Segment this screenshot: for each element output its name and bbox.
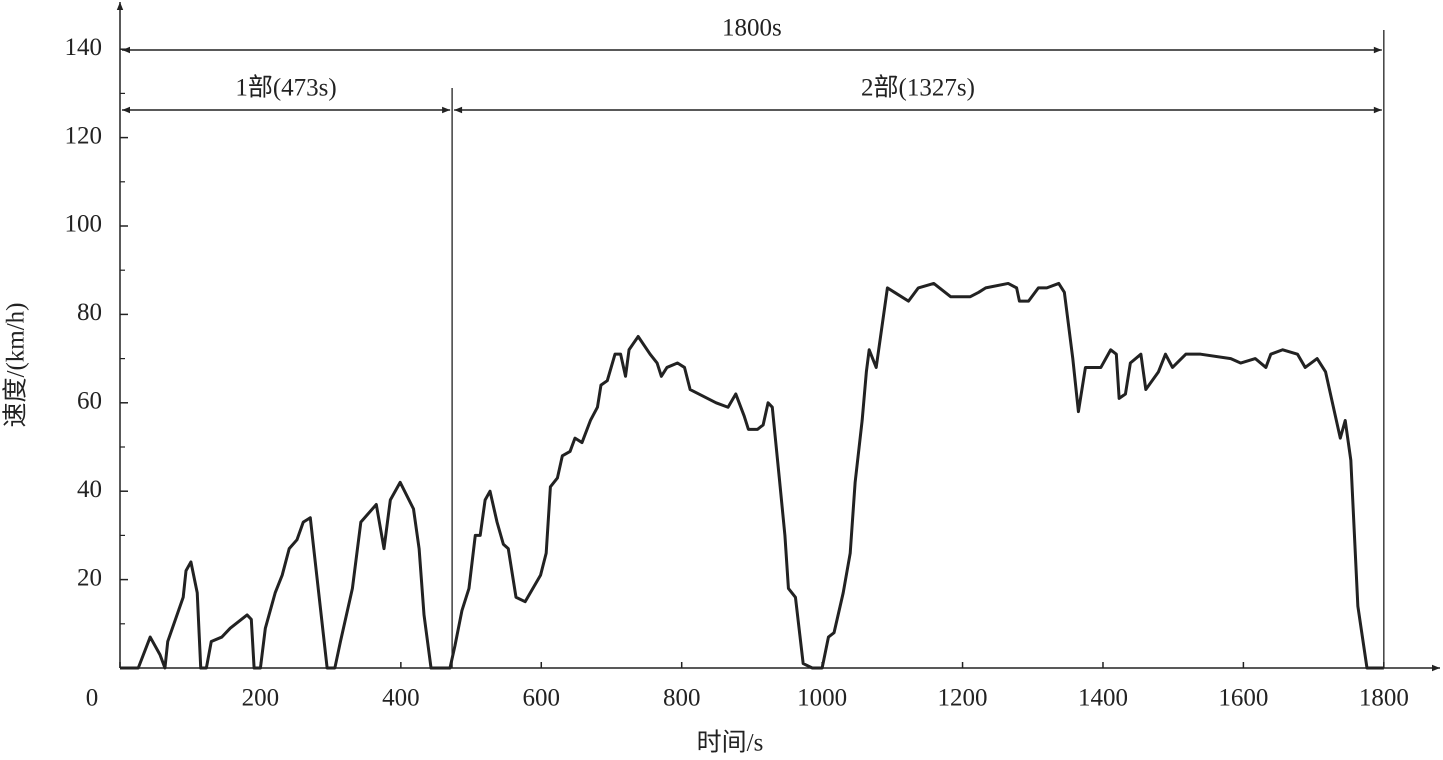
phase-span-label: 2部(1327s) bbox=[861, 74, 975, 102]
y-tick-label: 60 bbox=[77, 388, 102, 415]
y-tick-label: 20 bbox=[77, 564, 102, 591]
x-tick-label: 1400 bbox=[1078, 685, 1128, 712]
total-span-label: 1800s bbox=[722, 15, 782, 42]
speed-line bbox=[120, 281, 1384, 670]
phase-span-label: 1部(473s) bbox=[235, 74, 336, 102]
y-tick-label: 80 bbox=[77, 299, 102, 326]
y-tick-label: 40 bbox=[77, 476, 102, 503]
x-tick-label: 600 bbox=[523, 685, 561, 712]
x-tick-label: 200 bbox=[242, 685, 280, 712]
x-tick-label: 1000 bbox=[797, 685, 847, 712]
x-tick-label: 1600 bbox=[1218, 685, 1268, 712]
x-tick-label: 400 bbox=[382, 685, 420, 712]
y-tick-label: 140 bbox=[65, 34, 103, 61]
y-axis-label: 速度/(km/h) bbox=[2, 303, 30, 428]
x-tick-label: 800 bbox=[663, 685, 701, 712]
x-tick-label: 1200 bbox=[938, 685, 988, 712]
x-axis-label: 时间/s bbox=[697, 729, 764, 757]
x-tick-label: 1800 bbox=[1359, 685, 1409, 712]
y-tick-label: 100 bbox=[65, 211, 103, 238]
y-tick-label: 120 bbox=[65, 122, 103, 149]
x-tick-label: 0 bbox=[86, 685, 99, 712]
